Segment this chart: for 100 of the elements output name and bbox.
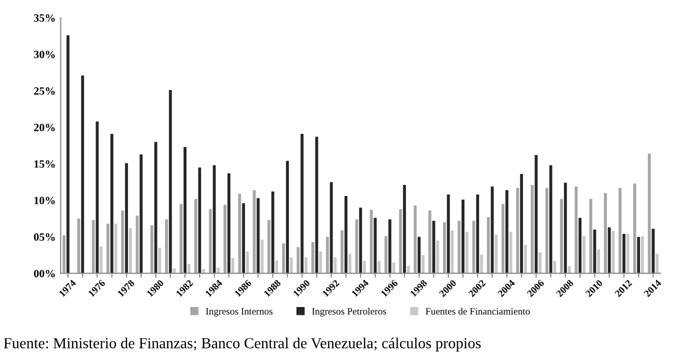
- bar: [524, 244, 527, 274]
- bar: [622, 234, 626, 274]
- bar: [370, 210, 373, 274]
- bar: [216, 268, 220, 274]
- bar: [359, 208, 362, 274]
- bar: [180, 204, 183, 274]
- legend-label: Fuentes de Financiamiento: [426, 308, 530, 315]
- y-tick-label: 00%: [34, 270, 55, 278]
- bar: [637, 236, 640, 274]
- bar: [476, 194, 480, 274]
- bar: [330, 182, 333, 274]
- y-tick-label: 15%: [34, 160, 55, 168]
- bar: [593, 230, 596, 274]
- bar: [121, 210, 124, 274]
- bar: [560, 198, 563, 274]
- bar: [168, 90, 172, 274]
- bar: [326, 236, 329, 274]
- y-tick-label: 35%: [34, 14, 55, 22]
- bar: [462, 200, 464, 274]
- bar: [436, 240, 440, 274]
- bar: [414, 205, 417, 274]
- bar: [290, 257, 293, 274]
- bar: [403, 184, 406, 274]
- bar: [564, 182, 567, 274]
- bar: [246, 251, 249, 274]
- bar: [315, 136, 318, 274]
- y-tick-label: 10%: [34, 196, 55, 204]
- bar: [458, 220, 461, 274]
- source-note: Fuente: Ministerio de Finanzas; Banco Central de Venezuela; cálculos propios: [4, 338, 481, 352]
- bar: [502, 204, 504, 274]
- bar: [568, 266, 571, 274]
- bar: [553, 260, 556, 274]
- bar: [208, 209, 212, 274]
- bar: [231, 258, 234, 274]
- bar: [428, 210, 432, 274]
- bar: [165, 219, 168, 274]
- bar: [286, 160, 289, 274]
- bar: [224, 204, 226, 274]
- y-tick-label: 25%: [34, 87, 55, 95]
- bar: [422, 255, 424, 274]
- bar: [509, 232, 512, 274]
- bar: [202, 268, 206, 274]
- bar: [267, 220, 270, 274]
- bar: [227, 173, 230, 274]
- bar: [384, 236, 388, 274]
- bar: [652, 228, 655, 274]
- bar: [184, 147, 186, 274]
- bar: [388, 219, 392, 274]
- y-tick-label: 20%: [34, 124, 55, 132]
- bar: [304, 257, 308, 274]
- bar: [140, 154, 143, 274]
- bar: [578, 218, 582, 274]
- bar: [633, 184, 636, 274]
- bar: [549, 165, 552, 274]
- bar: [656, 254, 659, 274]
- bar: [406, 266, 410, 274]
- bar: [77, 218, 80, 274]
- bar: [443, 222, 446, 274]
- bar: [618, 188, 622, 274]
- bar: [378, 260, 381, 274]
- legend-label: Ingresos Internos: [206, 308, 272, 317]
- bar: [534, 155, 538, 274]
- bar: [648, 154, 651, 274]
- bar: [242, 203, 246, 274]
- bar: [418, 236, 421, 274]
- bar: [172, 268, 176, 274]
- bar: [81, 75, 84, 274]
- bar: [480, 254, 483, 274]
- bar: [271, 192, 274, 274]
- bar: [150, 225, 154, 274]
- bar: [340, 230, 344, 274]
- bar: [319, 251, 322, 274]
- bar: [363, 260, 366, 274]
- bar: [66, 35, 70, 274]
- bar: [256, 198, 260, 274]
- bar: [538, 252, 542, 274]
- bar: [100, 246, 103, 274]
- bar: [348, 254, 352, 274]
- bar: [465, 232, 468, 274]
- y-tick-label: 05%: [34, 233, 55, 241]
- bar: [158, 248, 162, 274]
- bar: [187, 264, 190, 274]
- bar: [516, 188, 520, 274]
- bar: [355, 219, 358, 274]
- bar: [125, 163, 128, 274]
- bar: [399, 209, 402, 274]
- bar: [92, 220, 95, 274]
- bar: [626, 234, 630, 274]
- bar: [311, 242, 314, 274]
- bar: [641, 236, 644, 274]
- bar: [604, 193, 607, 274]
- bar: [597, 249, 600, 274]
- bar: [110, 134, 114, 274]
- bar: [344, 196, 348, 274]
- y-tick-label: 30%: [34, 50, 55, 58]
- bar: [260, 240, 264, 274]
- bar: [582, 236, 586, 274]
- bar: [486, 217, 490, 274]
- bar: [608, 227, 611, 274]
- bar: [505, 190, 508, 274]
